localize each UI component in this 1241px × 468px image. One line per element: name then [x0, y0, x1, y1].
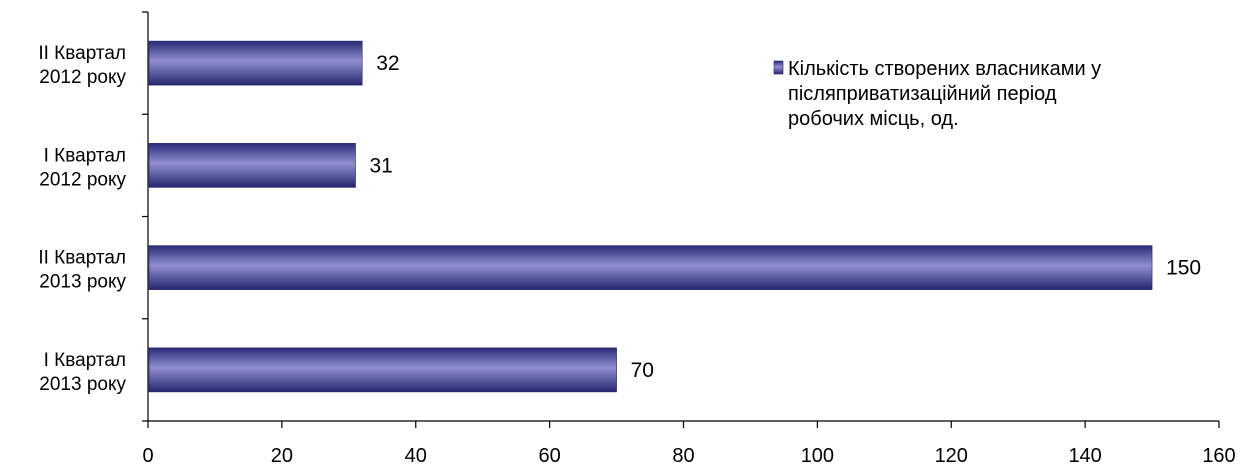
category-label-line: II Квартал: [38, 43, 126, 64]
category-label: І Квартал 2013 року: [39, 350, 126, 395]
legend-label-line: робочих місць, од.: [788, 108, 959, 130]
legend: Кількість створених власниками у післяпри…: [773, 58, 1101, 130]
data-label: 70: [631, 359, 654, 382]
category-label: І Квартал 2012 року: [39, 145, 126, 190]
axes: 0 20 40 60 80 100 120 140 160: [142, 11, 1236, 467]
category-label-line: 2013 року: [39, 374, 126, 395]
labels: 32 II Квартал 2012 року 31 І Квартал 2012 рок…: [38, 43, 1201, 395]
x-tick-label: 20: [271, 445, 293, 467]
x-tick-label: 40: [405, 445, 427, 467]
legend-label-line: післяприватизаційний період: [788, 83, 1057, 105]
data-label: 150: [1166, 257, 1201, 280]
legend-label-line: Кількість створених власниками у: [788, 58, 1101, 80]
x-tick-label: 140: [1068, 445, 1101, 467]
category-label: II Квартал 2013 року: [38, 248, 126, 293]
data-label: 31: [370, 154, 393, 177]
x-tick-label: 160: [1202, 445, 1235, 467]
category-label-line: 2012 року: [39, 169, 126, 190]
legend-label: Кількість створених власниками у післяпри…: [788, 58, 1101, 130]
category-label-line: II Квартал: [38, 248, 126, 269]
x-tick-label: 0: [142, 445, 153, 467]
x-tick-label: 60: [539, 445, 561, 467]
category-label-line: 2013 року: [39, 272, 126, 293]
data-label: 32: [376, 52, 399, 75]
bar: [148, 347, 617, 393]
bar: [148, 40, 363, 86]
category-label-line: І Квартал: [44, 350, 126, 371]
bar: [148, 245, 1153, 290]
x-tick-label: 80: [672, 445, 694, 467]
category-label-line: 2012 року: [39, 67, 126, 88]
bar: [148, 143, 356, 188]
category-label: II Квартал 2012 року: [38, 43, 126, 88]
x-tick-label: 120: [935, 445, 968, 467]
bars: [148, 40, 1153, 393]
x-tick-label: 100: [801, 445, 834, 467]
legend-swatch: [773, 60, 784, 75]
category-label-line: І Квартал: [44, 145, 126, 166]
